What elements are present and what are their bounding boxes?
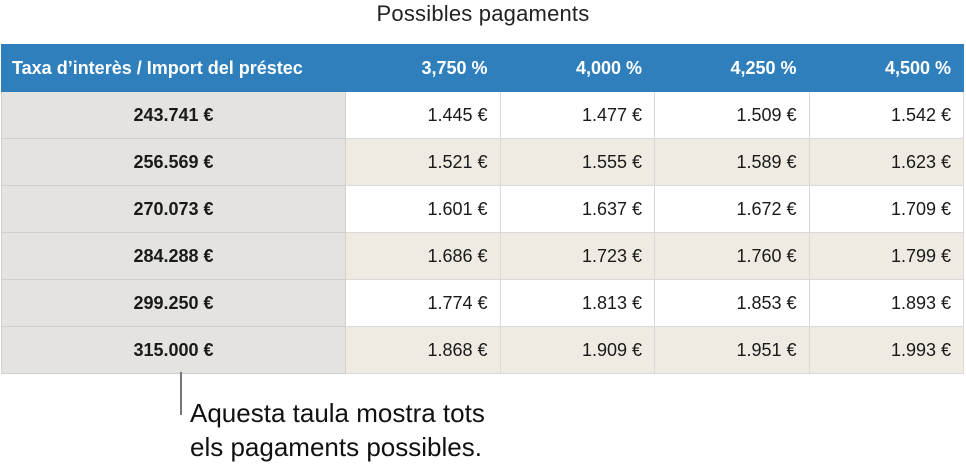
payment-cell: 1.709 € — [808, 185, 964, 233]
rate-header: 4,000 % — [499, 44, 655, 92]
header-row: Taxa d’interès / Import del préstec 3,75… — [1, 44, 964, 92]
payment-cell: 1.853 € — [654, 279, 810, 327]
loan-amount-cell: 256.569 € — [1, 138, 346, 186]
callout-leader-line — [180, 372, 182, 415]
callout-text: Aquesta taula mostra tots els pagaments … — [190, 396, 485, 464]
table-title: Possibles pagaments — [376, 1, 590, 26]
payment-cell: 1.813 € — [499, 279, 655, 327]
table-row: 256.569 € 1.521 € 1.555 € 1.589 € 1.623 … — [1, 138, 964, 186]
loan-amount-cell: 299.250 € — [1, 279, 346, 327]
payment-cell: 1.672 € — [654, 185, 810, 233]
payments-table: Taxa d’interès / Import del préstec 3,75… — [1, 44, 964, 374]
callout-line-1: Aquesta taula mostra tots — [190, 398, 485, 428]
payment-cell: 1.445 € — [345, 91, 501, 139]
loan-amount-cell: 284.288 € — [1, 232, 346, 280]
rate-header: 4,250 % — [654, 44, 810, 92]
payment-cell: 1.760 € — [654, 232, 810, 280]
payment-cell: 1.686 € — [345, 232, 501, 280]
rate-header: 3,750 % — [345, 44, 501, 92]
payment-cell: 1.637 € — [499, 185, 655, 233]
loan-amount-cell: 270.073 € — [1, 185, 346, 233]
payment-cell: 1.555 € — [499, 138, 655, 186]
payment-cell: 1.723 € — [499, 232, 655, 280]
payment-cell: 1.589 € — [654, 138, 810, 186]
payment-cell: 1.774 € — [345, 279, 501, 327]
payment-cell: 1.601 € — [345, 185, 501, 233]
payment-cell: 1.993 € — [808, 326, 964, 374]
loan-amount-cell: 243.741 € — [1, 91, 346, 139]
callout-line-2: els pagaments possibles. — [190, 432, 482, 462]
payment-cell: 1.477 € — [499, 91, 655, 139]
corner-header: Taxa d’interès / Import del préstec — [1, 44, 346, 92]
payment-cell: 1.623 € — [808, 138, 964, 186]
payment-cell: 1.799 € — [808, 232, 964, 280]
payment-cell: 1.509 € — [654, 91, 810, 139]
payment-cell: 1.521 € — [345, 138, 501, 186]
table-row: 284.288 € 1.686 € 1.723 € 1.760 € 1.799 … — [1, 232, 964, 280]
payment-cell: 1.951 € — [654, 326, 810, 374]
loan-amount-cell: 315.000 € — [1, 326, 346, 374]
rate-header: 4,500 % — [808, 44, 964, 92]
table-row: 315.000 € 1.868 € 1.909 € 1.951 € 1.993 … — [1, 326, 964, 374]
payment-cell: 1.893 € — [808, 279, 964, 327]
payment-cell: 1.868 € — [345, 326, 501, 374]
table-row: 270.073 € 1.601 € 1.637 € 1.672 € 1.709 … — [1, 185, 964, 233]
payment-cell: 1.909 € — [499, 326, 655, 374]
table-row: 243.741 € 1.445 € 1.477 € 1.509 € 1.542 … — [1, 91, 964, 139]
table-row: 299.250 € 1.774 € 1.813 € 1.853 € 1.893 … — [1, 279, 964, 327]
payment-cell: 1.542 € — [808, 91, 964, 139]
